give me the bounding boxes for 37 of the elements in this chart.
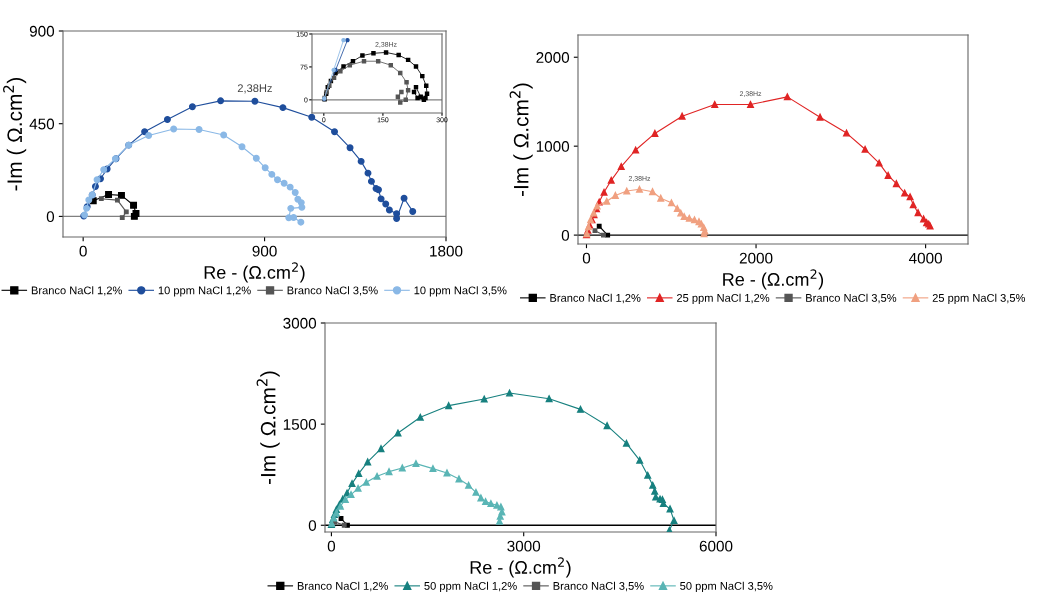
annotation: 2,38Hz xyxy=(237,84,272,94)
legend-label: Branco NaCl 3,5% xyxy=(287,286,378,296)
x-tick-label: 0 xyxy=(582,252,591,264)
x-tick-label: 0 xyxy=(327,540,336,552)
legend-label: Branco NaCl 3,5% xyxy=(806,293,897,304)
y-axis-title: -Im ( Ω.cm$^{2}$) xyxy=(256,371,280,484)
y-axis-title: -Im ( Ω.cm$^{2}$) xyxy=(3,77,27,191)
legend-label: 50 ppm NaCl 1,2% xyxy=(424,581,517,593)
y-tick-label: 1500 xyxy=(283,419,317,430)
legend-label: Branco NaCl 1,2% xyxy=(31,286,122,296)
y-tick-label: 0 xyxy=(46,211,55,223)
y-tick-label: 1000 xyxy=(536,141,570,152)
legend-label: Branco NaCl 3,5% xyxy=(553,581,644,592)
x-tick-label: 3000 xyxy=(507,540,541,552)
x-tick-label: 4000 xyxy=(908,252,943,264)
x-tick-label: 2000 xyxy=(739,252,773,264)
legend-label: 25 ppm NaCl 3,5% xyxy=(932,293,1026,305)
legend-label: 10 ppm NaCl 3,5% xyxy=(414,286,507,297)
x-axis-title: Re - (Ω.cm$^{2}$) xyxy=(204,262,305,283)
legend-label: Branco NaCl 1,2% xyxy=(550,293,641,304)
legend-label: 10 ppm NaCl 1,2% xyxy=(158,286,251,297)
legend-label: Branco NaCl 1,2% xyxy=(297,581,388,592)
legend-label: 25 ppm NaCl 1,2% xyxy=(676,293,770,305)
y-tick-label: 0 xyxy=(561,229,570,241)
y-tick-label: 450 xyxy=(29,118,55,130)
x-tick-label: 6000 xyxy=(699,540,733,552)
y-tick-label: 2000 xyxy=(536,52,570,63)
x-axis-title: Re - (Ω.cm$^{2}$) xyxy=(470,557,571,578)
x-tick-label: 900 xyxy=(252,245,277,257)
y-tick-label: 3000 xyxy=(283,317,317,329)
y-tick-label: 900 xyxy=(29,25,55,37)
x-axis-title: Re - (Ω.cm$^{2}$) xyxy=(723,269,824,290)
y-tick-label: 0 xyxy=(308,520,317,531)
y-axis-title: -Im ( Ω.cm$^{2}$) xyxy=(509,83,533,196)
x-tick-label: 0 xyxy=(79,245,87,257)
legend-label: 50 ppm NaCl 3,5% xyxy=(680,581,773,593)
x-tick-label: 1800 xyxy=(430,245,463,257)
